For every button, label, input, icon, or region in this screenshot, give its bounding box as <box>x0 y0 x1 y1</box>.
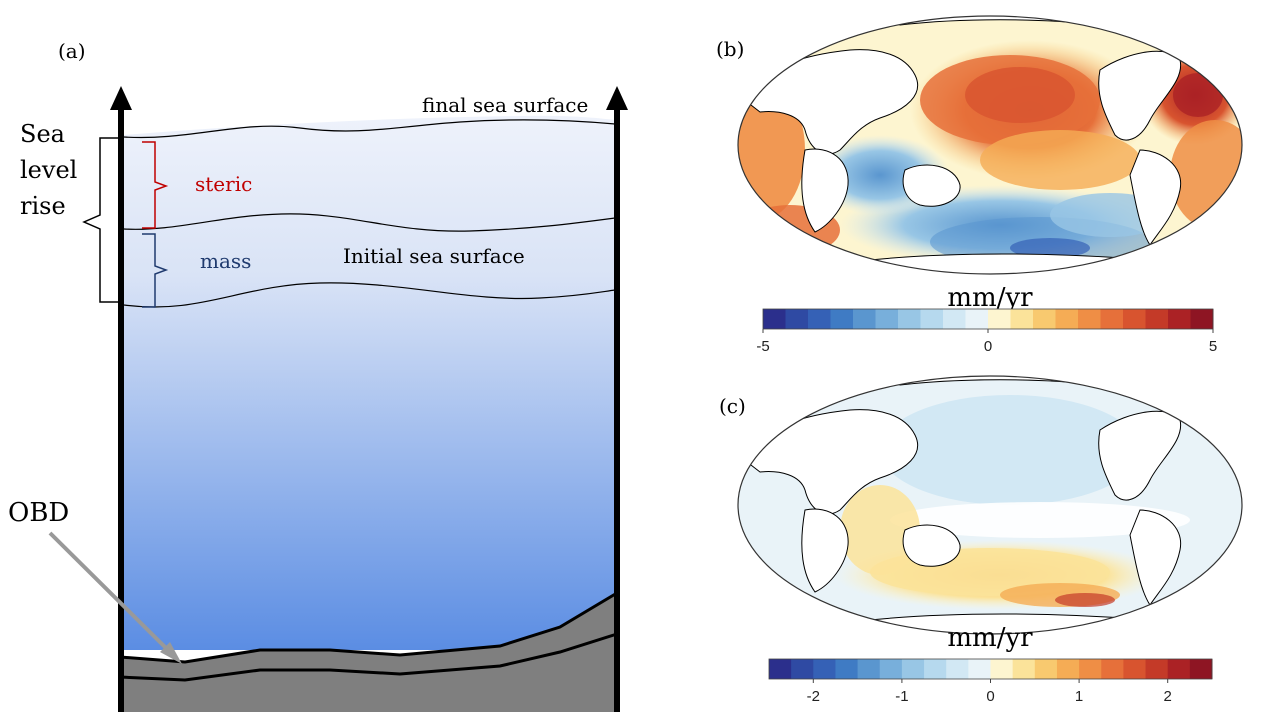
colorbar-swatch <box>1078 309 1101 329</box>
mass-label: mass <box>200 249 251 273</box>
panel-c-label: (c) <box>719 394 746 418</box>
sea-level-rise-word-1: Sea <box>20 120 65 148</box>
final-sea-surface-label: final sea surface <box>422 93 588 117</box>
colorbar-swatch <box>835 659 859 679</box>
colorbar-swatch <box>946 659 969 679</box>
colorbar-swatch <box>924 659 947 679</box>
colorbar-swatch <box>1167 659 1191 679</box>
colorbar-c-unit: mm/yr <box>947 623 1033 653</box>
colorbar-swatch <box>1034 659 1058 679</box>
right-wall-arrowhead <box>606 86 628 110</box>
colorbar-swatch <box>968 659 991 679</box>
obd-arrow-line <box>48 531 172 654</box>
ocean-bottom-initial-line <box>119 591 618 664</box>
steric-label: steric <box>195 172 252 196</box>
obd-arrowhead <box>160 642 182 664</box>
mass-brace <box>142 233 169 308</box>
colorbar-swatch <box>920 309 944 329</box>
colorbar-b-unit: mm/yr <box>947 283 1033 313</box>
initial-sea-surface-line <box>123 282 616 308</box>
colorbar-tick-label: -2 <box>807 688 820 705</box>
ocean-bottom <box>120 593 617 712</box>
panel-c: (c) mm/yr -2 -1 0 1 2 <box>719 375 1243 705</box>
colorbar-swatch <box>1189 659 1213 679</box>
map-b <box>738 16 1242 274</box>
colorbar-swatch <box>1101 659 1124 679</box>
colorbar-swatch <box>1056 659 1080 679</box>
colorbar-swatch <box>813 659 836 679</box>
colorbar-swatch <box>763 309 786 329</box>
initial-sea-surface-label: Initial sea surface <box>343 244 525 268</box>
colorbar-swatch <box>1123 309 1146 329</box>
steric-brace <box>142 141 169 229</box>
colorbar-swatch <box>1033 309 1056 329</box>
sea-level-rise-word-2: level <box>20 156 77 184</box>
colorbar-swatch <box>808 309 831 329</box>
ocean-water <box>124 115 615 650</box>
colorbar-tick-label: 1 <box>1075 688 1083 705</box>
map-b-outline <box>737 15 1243 275</box>
colorbar-swatch <box>1055 309 1079 329</box>
colorbar-c-ticks: -2 -1 0 1 2 <box>807 679 1172 705</box>
colorbar-swatch <box>830 309 854 329</box>
map-c-outline <box>737 375 1243 635</box>
colorbar-swatch <box>990 659 1014 679</box>
panel-a-label: (a) <box>58 39 86 63</box>
panel-b: (b) <box>716 15 1243 355</box>
colorbar-swatch <box>943 309 966 329</box>
colorbar-tick-label: 0 <box>984 338 992 355</box>
colorbar-swatch <box>769 659 792 679</box>
colorbar-swatch <box>965 309 989 329</box>
colorbar-b <box>762 308 1214 330</box>
colorbar-swatch <box>879 659 903 679</box>
colorbar-tick-label: 5 <box>1209 338 1217 355</box>
colorbar-swatch <box>1145 659 1169 679</box>
colorbar-swatch <box>857 659 881 679</box>
colorbar-swatch <box>1123 659 1147 679</box>
panel-a: (a) final sea surface Initial sea surfac… <box>8 39 628 712</box>
sea-level-rise-label: Sea level rise <box>20 120 85 220</box>
colorbar-c <box>768 658 1213 680</box>
obd-label: OBD <box>8 498 69 528</box>
colorbar-tick-label: -5 <box>756 338 769 355</box>
colorbar-swatch <box>785 309 809 329</box>
colorbar-swatch <box>1012 659 1036 679</box>
colorbar-swatch <box>988 309 1011 329</box>
colorbar-swatch <box>1190 309 1214 329</box>
map-c <box>738 376 1242 634</box>
colorbar-swatch <box>791 659 814 679</box>
colorbar-swatch <box>1100 309 1124 329</box>
intermediate-surface-line <box>123 213 616 232</box>
colorbar-tick-label: 0 <box>986 688 994 705</box>
colorbar-swatch <box>1168 309 1191 329</box>
sea-level-rise-brace <box>82 137 118 303</box>
left-wall-arrowhead <box>110 86 132 110</box>
colorbar-tick-label: 2 <box>1164 688 1172 705</box>
colorbar-swatch <box>875 309 899 329</box>
colorbar-tick-label: -1 <box>895 688 908 705</box>
ocean-bottom-deformed-line <box>119 632 618 682</box>
colorbar-swatch <box>1010 309 1034 329</box>
final-sea-surface-line <box>123 119 616 139</box>
colorbar-swatch <box>853 309 876 329</box>
colorbar-swatch <box>1079 659 1102 679</box>
colorbar-b-ticks: -5 0 5 <box>756 329 1217 355</box>
panel-b-label: (b) <box>716 37 744 61</box>
colorbar-swatch <box>1145 309 1169 329</box>
colorbar-swatch <box>898 309 921 329</box>
sea-level-rise-word-3: rise <box>20 192 66 220</box>
colorbar-swatch <box>901 659 925 679</box>
